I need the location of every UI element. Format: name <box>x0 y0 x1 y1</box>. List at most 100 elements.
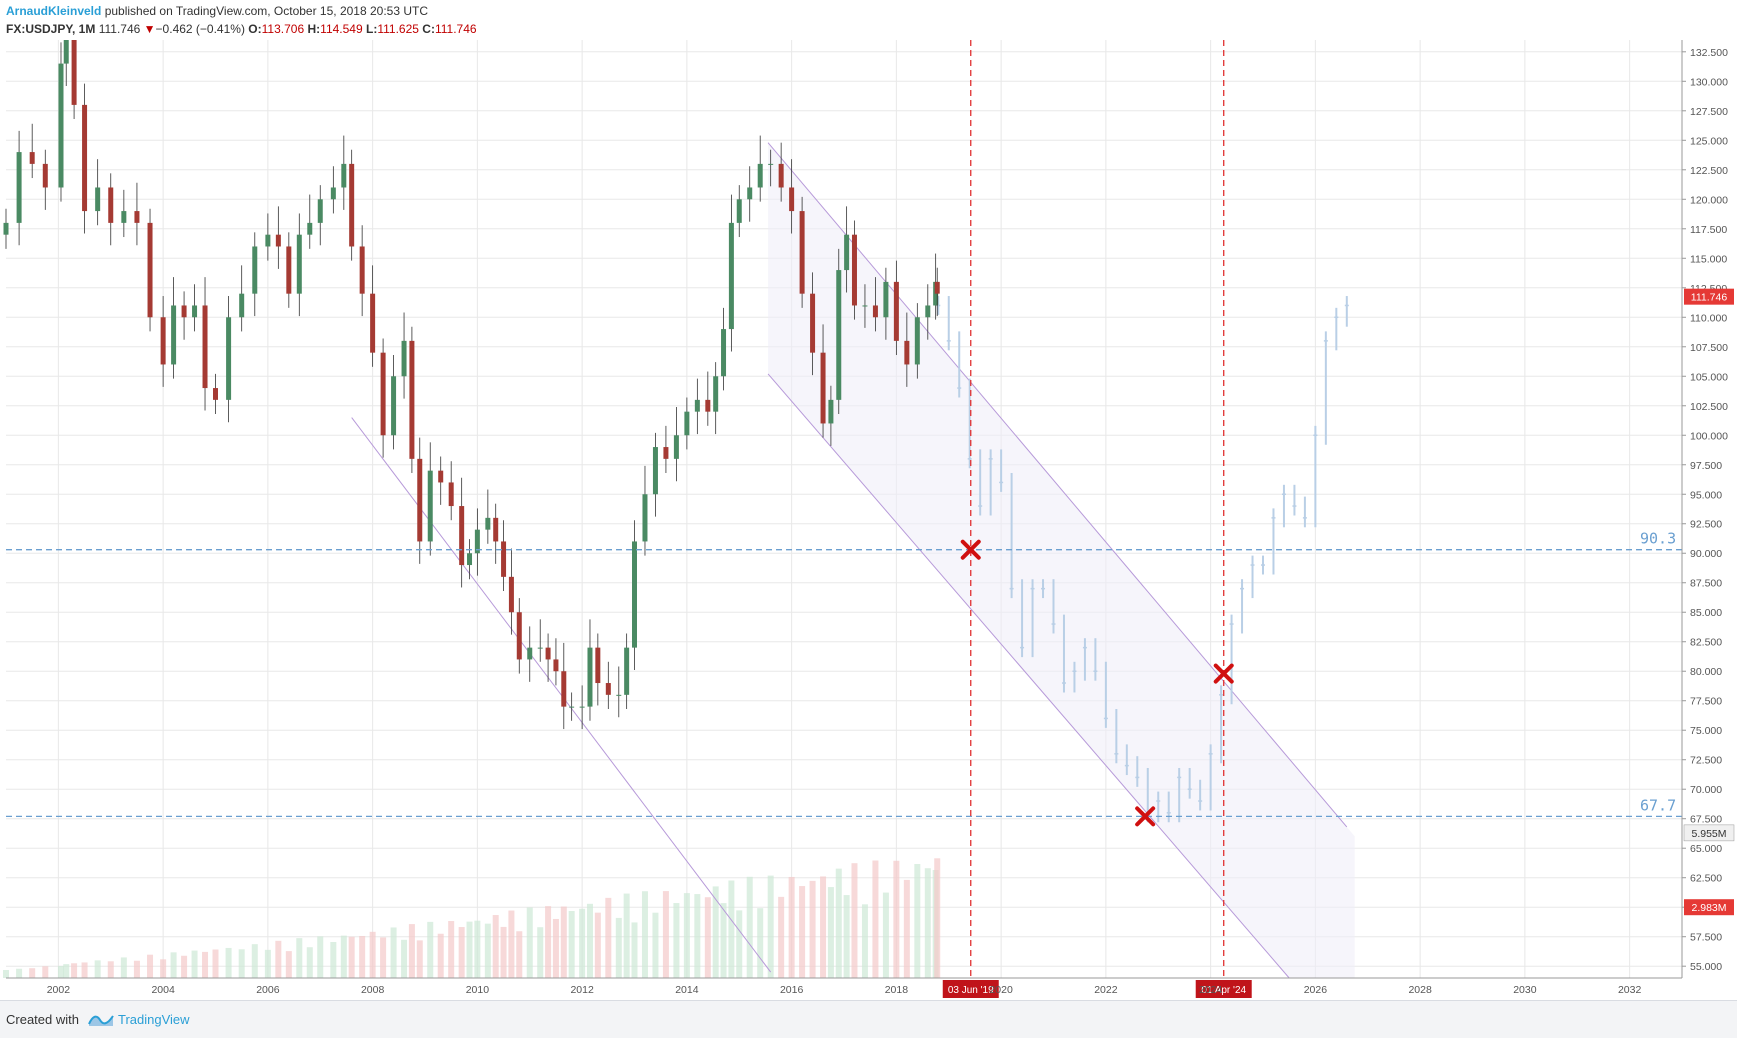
candle-body <box>844 234 850 271</box>
candle-body <box>527 647 533 660</box>
low-value: 111.625 <box>377 22 419 36</box>
candle-body <box>417 458 423 542</box>
y-tick-label: 72.500 <box>1690 755 1722 767</box>
volume-bar <box>516 931 523 978</box>
x-tick-label: 2002 <box>47 984 71 996</box>
candle-body <box>307 222 313 235</box>
x-tick-label: 2016 <box>780 984 804 996</box>
candle-body <box>663 447 669 459</box>
candle-body <box>252 246 258 294</box>
volume-bar <box>778 896 785 978</box>
volume-bar <box>147 954 154 978</box>
volume-bar <box>537 927 544 978</box>
price-chart[interactable]: 90.3 67.7 03 Jun '19 01 Apr '24 132.500 130.0… <box>0 40 1737 1000</box>
volume-bar <box>579 908 586 978</box>
volume-bar <box>170 952 177 978</box>
volume-bar <box>652 912 659 978</box>
candle-body <box>181 305 187 318</box>
candle-body <box>121 211 127 223</box>
volume-bar <box>508 910 515 978</box>
y-tick-label: 90.000 <box>1690 548 1722 560</box>
volume-bar <box>924 868 931 978</box>
candle-body <box>537 647 543 649</box>
volume-badge <box>1683 824 1735 842</box>
candle-body <box>265 234 271 247</box>
y-tick-label: 95.000 <box>1690 489 1722 501</box>
candle-body <box>467 553 473 566</box>
low-label: L: <box>366 22 378 36</box>
level-label: 90.3 <box>1640 530 1676 548</box>
volume-bar <box>594 912 601 978</box>
symbol-label[interactable]: FX:USDJPY, 1M <box>6 22 96 36</box>
volume-bar <box>586 903 593 978</box>
tradingview-logo-icon[interactable] <box>88 1011 114 1029</box>
candle-body <box>3 222 9 235</box>
y-tick-label: 92.500 <box>1690 519 1722 531</box>
volume-bar <box>809 880 816 978</box>
volume-bar <box>225 947 232 978</box>
volume-bar <box>788 876 795 978</box>
y-tick-label: 85.000 <box>1690 607 1722 619</box>
footer-bar: Created with TradingView <box>0 1000 1737 1038</box>
chart-header: ArnaudKleinveld published on TradingView… <box>6 4 1726 40</box>
candle-body <box>213 388 218 400</box>
volume-bar <box>835 868 842 978</box>
candle-body <box>862 305 868 307</box>
volume-bar <box>673 903 680 978</box>
candle-body <box>757 163 763 188</box>
candle-body <box>789 187 795 212</box>
volume-bar <box>202 951 209 978</box>
volume-label: 5.955M <box>1691 828 1726 840</box>
candle-body <box>569 706 575 708</box>
volume-bar <box>448 921 455 978</box>
candle-body <box>71 40 77 105</box>
candle-body <box>474 529 480 554</box>
candle-body <box>108 187 114 223</box>
candle-body <box>736 199 742 223</box>
price-change: −0.462 (−0.41%) <box>155 22 245 36</box>
y-tick-label: 77.500 <box>1690 696 1722 708</box>
date-marker-badge <box>1195 980 1252 998</box>
candle-body <box>192 305 198 318</box>
x-tick-label: 2026 <box>1304 984 1328 996</box>
volume-bar <box>191 950 198 978</box>
cross-marker <box>960 539 981 560</box>
tradingview-brand[interactable]: TradingView <box>118 1012 190 1027</box>
y-tick-label: 100.000 <box>1690 430 1728 442</box>
volume-bar <box>893 860 900 978</box>
candle-body <box>171 305 177 365</box>
y-tick-label: 117.500 <box>1690 224 1727 236</box>
candle-body <box>728 222 734 330</box>
x-tick-label: 2014 <box>675 984 699 996</box>
candle-body <box>459 506 465 566</box>
candle-body <box>778 163 784 188</box>
candle-body <box>349 163 355 247</box>
candle-body <box>820 352 826 424</box>
candle-body <box>370 293 376 353</box>
volume-bar <box>746 876 753 978</box>
volume-bar <box>408 924 415 978</box>
candle-body <box>501 541 507 577</box>
candle-body <box>851 234 857 306</box>
y-tick-label: 80.000 <box>1690 666 1722 678</box>
y-tick-label: 115.000 <box>1690 253 1727 265</box>
author-link[interactable]: ArnaudKleinveld <box>6 4 102 18</box>
volume-bar <box>623 893 630 978</box>
volume-bar <box>799 886 806 978</box>
y-tick-label: 97.500 <box>1690 460 1722 472</box>
x-tick-label: 2030 <box>1513 984 1537 996</box>
volume-bar <box>390 927 397 978</box>
candle-body <box>42 163 48 188</box>
volume-bar <box>545 906 552 978</box>
volume-bar <box>820 876 827 978</box>
candle-body <box>616 694 622 696</box>
candle-body <box>561 671 567 707</box>
volume-bar <box>401 939 408 978</box>
date-marker-badge <box>942 980 999 998</box>
x-tick-label: 2032 <box>1618 984 1642 996</box>
y-tick-label: 87.500 <box>1690 578 1722 590</box>
volume-bar <box>212 949 219 978</box>
volume-bar <box>160 959 167 978</box>
candle-body <box>485 517 491 530</box>
y-tick-label: 55.000 <box>1690 961 1722 973</box>
